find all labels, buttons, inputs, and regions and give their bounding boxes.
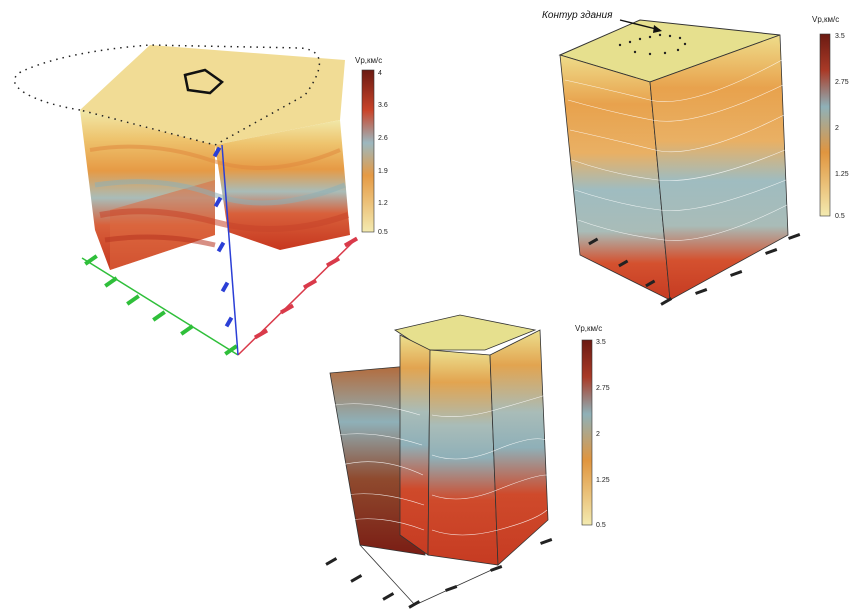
panel-a: Vp,км/с 4 3.6 2.6 1.9 1.2 0.5 bbox=[0, 0, 400, 380]
colorbar-c-tick: 0.5 bbox=[596, 522, 606, 529]
colorbar-b-tick: 1.25 bbox=[835, 171, 849, 178]
block-cut-face bbox=[110, 180, 215, 270]
block-top-face bbox=[80, 45, 345, 145]
annotation-arrow bbox=[619, 19, 661, 31]
colorbar-a-tick: 1.2 bbox=[378, 200, 388, 207]
colorbar-c: Vp,км/с 3.5 2.75 2 1.25 0.5 bbox=[575, 324, 610, 529]
colorbar-b: Vp,км/с 3.5 2.75 2 1.25 0.5 bbox=[812, 15, 849, 220]
colorbar-a-title: Vp,км/с bbox=[355, 56, 382, 65]
colorbar-c-title: Vp,км/с bbox=[575, 324, 602, 333]
block-right-face bbox=[489, 329, 549, 566]
building-pentagon-outline bbox=[183, 68, 224, 95]
axis-ticks bbox=[325, 538, 553, 609]
contour-lines bbox=[334, 394, 548, 536]
building-contour-dotted bbox=[13, 44, 321, 146]
block-middle-face bbox=[399, 334, 431, 556]
annotation-arrowhead bbox=[653, 25, 662, 33]
colorbar-b-tick: 2 bbox=[835, 125, 839, 132]
colorbar-a: Vp,км/с 4 3.6 2.6 1.9 1.2 0.5 bbox=[355, 56, 388, 236]
z-axis-line bbox=[221, 144, 239, 356]
panel-b-svg: Контур здания Vp,км/с 3.5 2.75 2 1.25 0.… bbox=[542, 10, 849, 306]
panel-c: Vp,км/с 3.5 2.75 2 1.25 0.5 bbox=[320, 305, 640, 611]
colorbar-b-title: Vp,км/с bbox=[812, 15, 839, 24]
colorbar-c-tick: 2.75 bbox=[596, 385, 610, 392]
colorbar-a-tick: 4 bbox=[378, 70, 382, 77]
x-axis-ticks bbox=[84, 254, 238, 356]
block-front-face bbox=[427, 349, 499, 566]
colorbar-a-tick: 3.6 bbox=[378, 102, 388, 109]
building-contour-label: Контур здания bbox=[542, 10, 613, 21]
building-contour-dotted bbox=[618, 33, 687, 56]
panel-c-svg: Vp,км/с 3.5 2.75 2 1.25 0.5 bbox=[325, 314, 610, 609]
x-axis-line bbox=[81, 257, 239, 356]
velocity-streaks bbox=[89, 144, 349, 248]
colorbar-a-tick: 2.6 bbox=[378, 135, 388, 142]
block-right-face bbox=[215, 120, 350, 250]
colorbar-b-tick: 2.75 bbox=[835, 79, 849, 86]
colorbar-b-tick: 0.5 bbox=[835, 213, 845, 220]
colorbar-c-tick: 1.25 bbox=[596, 477, 610, 484]
contour-lines bbox=[564, 59, 788, 241]
panel-b: Контур здания Vp,км/с 3.5 2.75 2 1.25 0.… bbox=[520, 0, 856, 320]
colorbar-c-tick: 2 bbox=[596, 431, 600, 438]
colorbar-c-tick: 3.5 bbox=[596, 339, 606, 346]
axis-ticks bbox=[588, 233, 801, 306]
colorbar-a-tick: 1.9 bbox=[378, 168, 388, 175]
y-axis-ticks bbox=[253, 236, 359, 340]
block-front-right-face bbox=[649, 34, 789, 301]
panel-a-svg: Vp,км/с 4 3.6 2.6 1.9 1.2 0.5 bbox=[13, 44, 388, 356]
z-axis-ticks bbox=[212, 146, 234, 328]
colorbar-a-tick: 0.5 bbox=[378, 229, 388, 236]
colorbar-b-tick: 3.5 bbox=[835, 33, 845, 40]
